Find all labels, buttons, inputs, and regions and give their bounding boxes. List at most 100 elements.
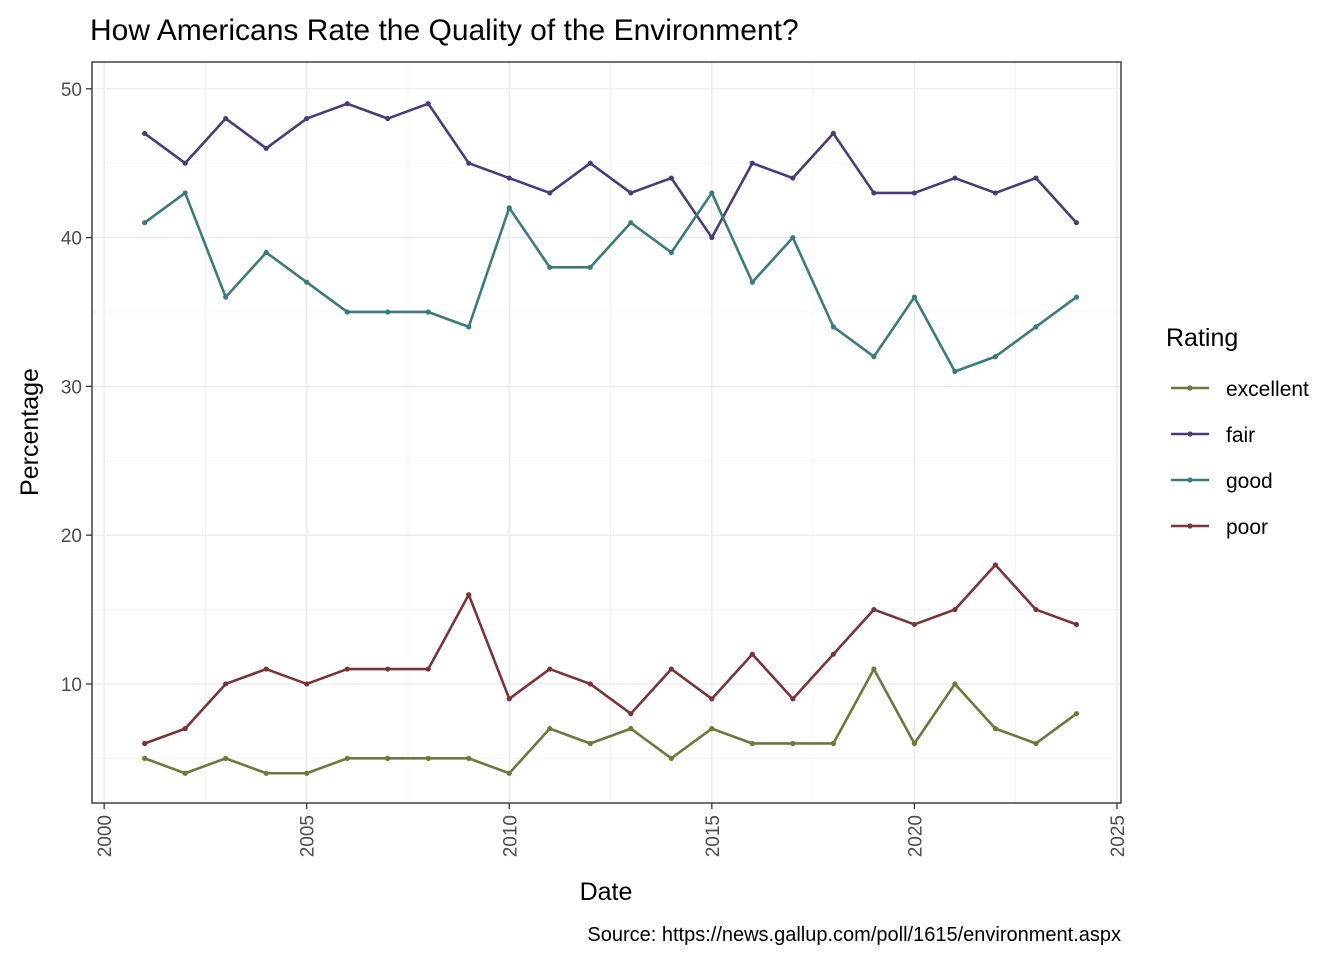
y-tick-label: 50 xyxy=(61,80,82,101)
data-point-fair xyxy=(547,190,553,196)
data-point-excellent xyxy=(952,681,958,687)
series-line-fair xyxy=(143,102,1078,239)
data-point-excellent xyxy=(142,755,148,761)
data-point-fair xyxy=(304,115,310,122)
data-point-excellent xyxy=(304,770,310,776)
y-tick-label: 40 xyxy=(61,229,82,250)
data-point-fair xyxy=(668,175,674,181)
y-tick-label: 10 xyxy=(61,675,82,696)
data-point-good xyxy=(547,264,553,270)
series-line-poor xyxy=(143,563,1078,745)
x-tick-label: 2015 xyxy=(703,815,724,857)
data-point-good xyxy=(952,368,958,375)
data-point-excellent xyxy=(223,755,229,761)
y-tick-label: 30 xyxy=(61,377,82,398)
data-point-good xyxy=(344,309,350,315)
data-point-poor xyxy=(952,606,958,613)
data-point-poor xyxy=(871,606,877,613)
data-point-good xyxy=(263,249,269,256)
data-point-excellent xyxy=(911,740,917,747)
y-tick-label: 20 xyxy=(61,526,82,547)
data-point-good xyxy=(749,279,755,285)
data-point-excellent xyxy=(587,740,593,747)
plot-panel-border xyxy=(91,61,1122,804)
data-point-fair xyxy=(911,190,917,196)
data-point-good xyxy=(587,264,593,270)
data-point-excellent xyxy=(344,755,350,761)
data-point-fair xyxy=(425,101,431,107)
series-line-excellent xyxy=(143,667,1078,775)
data-point-excellent xyxy=(871,666,877,672)
legend-label: fair xyxy=(1226,424,1255,447)
data-point-excellent xyxy=(1073,711,1080,717)
data-point-good xyxy=(992,354,999,360)
data-point-fair xyxy=(1073,220,1080,226)
x-tick-label: 2005 xyxy=(298,815,319,857)
data-point-poor xyxy=(547,666,553,672)
legend-label: excellent xyxy=(1226,378,1309,401)
data-point-poor xyxy=(587,681,593,687)
legend-item-excellent: excellent xyxy=(1171,378,1309,401)
data-point-fair xyxy=(992,190,999,196)
data-point-fair xyxy=(506,175,512,181)
data-point-poor xyxy=(506,696,512,702)
series-good xyxy=(142,190,1080,375)
chart-title: How Americans Rate the Quality of the En… xyxy=(90,14,799,47)
data-point-poor xyxy=(425,666,431,672)
data-point-good xyxy=(790,234,796,241)
data-point-excellent xyxy=(628,726,634,732)
data-point-poor xyxy=(992,562,999,568)
legend-label: poor xyxy=(1226,516,1268,539)
series-lines xyxy=(142,101,1080,776)
data-point-fair xyxy=(709,234,715,241)
data-point-fair xyxy=(263,145,269,151)
data-point-fair xyxy=(871,190,877,196)
legend-key-point xyxy=(1187,431,1193,437)
legend-key-point xyxy=(1187,477,1193,483)
data-point-excellent xyxy=(466,755,472,761)
legend-label: good xyxy=(1226,470,1273,493)
data-point-poor xyxy=(385,666,391,672)
data-point-poor xyxy=(911,621,917,628)
data-point-fair xyxy=(385,115,391,122)
data-point-fair xyxy=(182,160,188,166)
data-point-fair xyxy=(628,190,634,196)
data-point-fair xyxy=(587,160,593,166)
series-poor xyxy=(142,562,1080,747)
legend: Rating excellent fair good poor xyxy=(1166,324,1309,539)
data-point-poor xyxy=(1073,621,1080,628)
minor-gridlines xyxy=(92,62,1121,803)
data-point-excellent xyxy=(425,755,431,761)
legend-item-fair: fair xyxy=(1171,424,1255,447)
series-line-good xyxy=(143,191,1078,373)
data-point-poor xyxy=(304,681,310,687)
data-point-fair xyxy=(223,115,229,122)
data-point-good xyxy=(830,324,836,330)
y-axis-ticks: 10 20 30 40 50 xyxy=(61,80,92,696)
data-point-excellent xyxy=(263,770,269,776)
data-point-good xyxy=(1033,324,1039,330)
data-point-fair xyxy=(830,130,836,137)
data-point-good xyxy=(506,205,512,211)
data-point-poor xyxy=(142,740,148,747)
data-point-excellent xyxy=(1033,740,1039,747)
data-point-fair xyxy=(1033,175,1039,181)
x-axis-title: Date xyxy=(580,878,633,906)
data-point-poor xyxy=(263,666,269,672)
data-point-poor xyxy=(790,696,796,702)
series-fair xyxy=(142,101,1080,241)
data-point-good xyxy=(223,294,229,300)
data-point-poor xyxy=(628,711,634,717)
major-gridlines xyxy=(92,62,1121,803)
data-point-excellent xyxy=(709,726,715,732)
data-point-poor xyxy=(1033,606,1039,613)
data-point-fair xyxy=(344,101,350,107)
data-point-good xyxy=(628,220,634,226)
data-point-good xyxy=(182,190,188,196)
x-tick-label: 2025 xyxy=(1108,815,1129,857)
data-point-excellent xyxy=(506,770,512,776)
data-point-good xyxy=(709,190,715,196)
